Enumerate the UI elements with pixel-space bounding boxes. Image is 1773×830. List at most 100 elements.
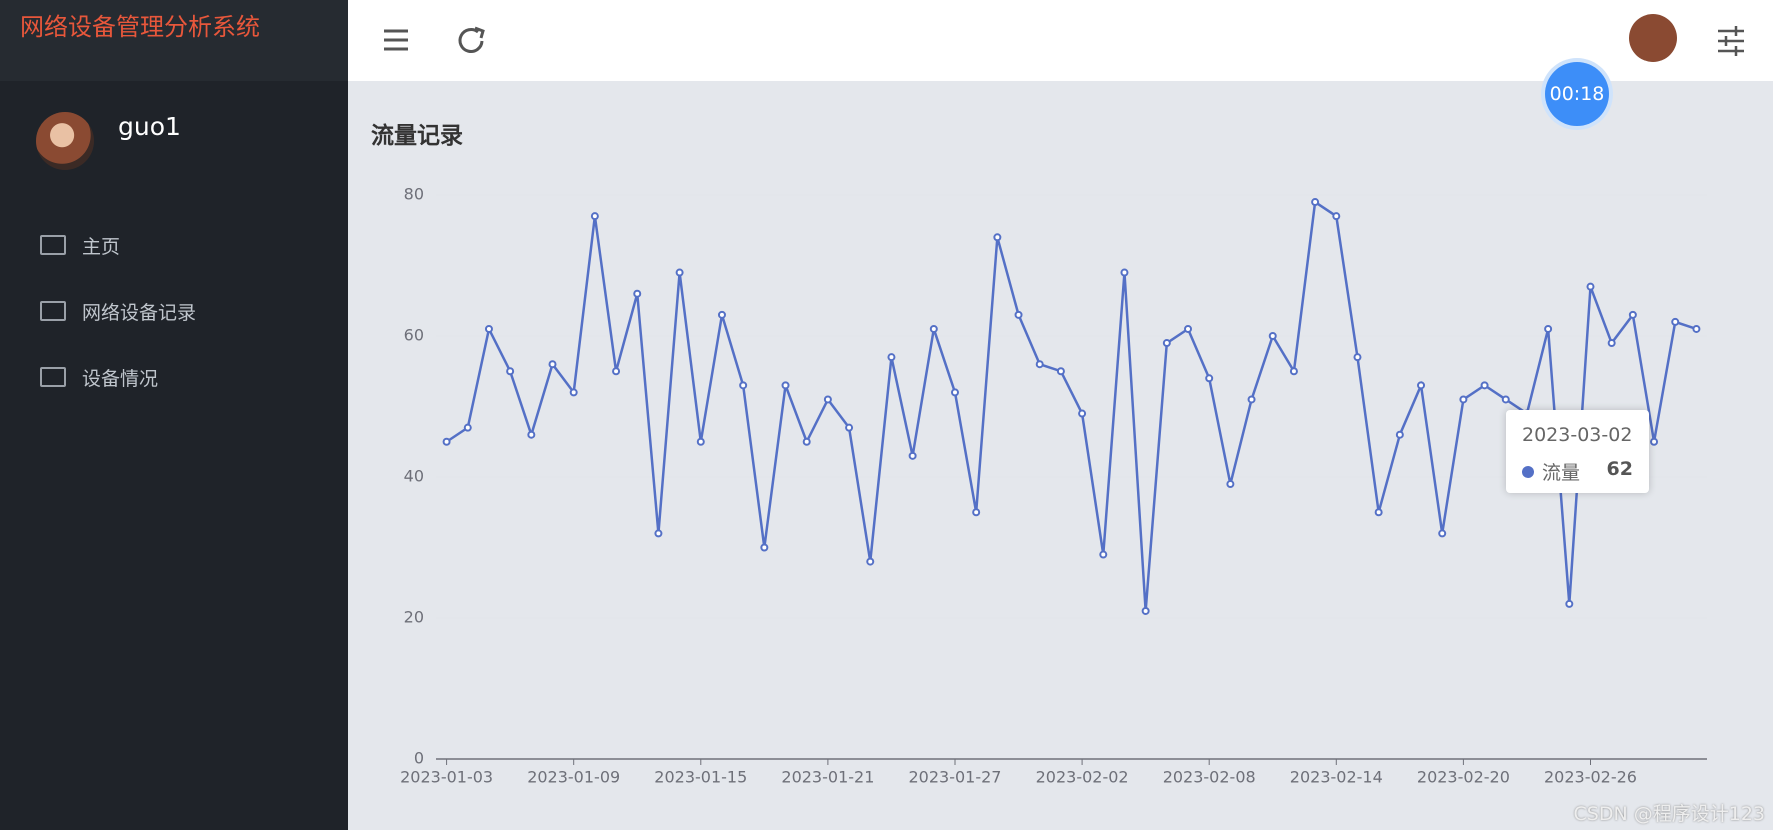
menu-label[interactable]: 网络设备记录: [82, 301, 197, 324]
y-tick-label: 20: [404, 608, 424, 627]
point: [1078, 409, 1087, 418]
point: [1099, 550, 1108, 559]
x-tick-label: 2023-02-14: [1290, 768, 1383, 787]
point: [1226, 480, 1235, 489]
point: [1459, 395, 1468, 404]
point: [442, 437, 451, 446]
x-tick-label: 2023-01-09: [527, 768, 620, 787]
menu-toggle[interactable]: [384, 29, 408, 51]
settings[interactable]: [1718, 26, 1744, 56]
x-tick-label: 2023-02-08: [1163, 768, 1256, 787]
tooltip-title: 2023-03-02: [1522, 424, 1633, 446]
point: [1353, 353, 1362, 362]
point: [612, 367, 621, 376]
point: [1014, 310, 1023, 319]
point: [1141, 606, 1150, 615]
y-tick-label: 40: [404, 467, 424, 486]
point: [1035, 360, 1044, 369]
x-tick-label: 2023-02-20: [1417, 768, 1510, 787]
point: [506, 367, 515, 376]
refresh[interactable]: [458, 28, 484, 53]
menu-item[interactable]: 网络设备记录: [40, 278, 196, 344]
point: [654, 529, 663, 538]
y-tick-label: 60: [404, 326, 424, 345]
point: [823, 395, 832, 404]
point: [760, 543, 769, 552]
point: [675, 268, 684, 277]
point: [484, 324, 493, 333]
point: [1268, 332, 1277, 340]
line: [445, 199, 1697, 612]
y-tick-label: 0: [414, 749, 424, 768]
tooltip: 2023-03-02 流量 62: [1506, 410, 1649, 493]
point: [696, 437, 705, 446]
point: [1480, 381, 1489, 390]
header: [348, 0, 1773, 81]
tooltip-value: 62: [1606, 458, 1633, 480]
x-tick-label: 2023-02-02: [1036, 768, 1129, 787]
point: [1586, 282, 1595, 291]
timer[interactable]: 00:18: [1545, 62, 1609, 126]
point: [1289, 367, 1298, 376]
point: [1120, 268, 1129, 277]
point: [1607, 339, 1616, 348]
point: [1247, 395, 1256, 404]
point: [463, 423, 472, 432]
menu-item[interactable]: 设备情况: [40, 344, 196, 410]
point: [1501, 395, 1510, 404]
menu-label[interactable]: 设备情况: [82, 367, 159, 390]
menu-item[interactable]: 主页: [40, 212, 196, 278]
point: [972, 508, 981, 517]
app-title: 网络设备管理分析系统: [0, 0, 348, 81]
x-tick-label: 2023-02-26: [1544, 768, 1637, 787]
x-tick-label: 2023-01-27: [908, 768, 1001, 787]
point: [908, 451, 917, 460]
tooltip-series: 流量: [1542, 462, 1581, 484]
point: [929, 324, 938, 333]
point: [1162, 339, 1171, 348]
watermark: CSDN @程序设计123: [1573, 803, 1765, 825]
sidebar: 网络设备管理分析系统 guo1 主页 网络设备记录 设备情况: [0, 0, 348, 830]
x-tick-label: 2023-01-15: [654, 768, 747, 787]
menu: 主页 网络设备记录 设备情况: [40, 212, 196, 410]
point: [1332, 212, 1341, 221]
point: [569, 388, 578, 397]
point: [1395, 430, 1404, 439]
point: [717, 310, 726, 319]
point: [1671, 317, 1680, 326]
username: guo1: [118, 112, 181, 141]
page-title: 流量记录: [371, 123, 463, 149]
point: [590, 212, 599, 221]
point: [1374, 508, 1383, 517]
point: [1628, 310, 1637, 319]
point: [950, 388, 959, 397]
point: [781, 381, 790, 390]
point: [845, 423, 854, 432]
point: [1417, 381, 1426, 390]
point: [1565, 599, 1574, 608]
x-tick-label: 2023-01-03: [400, 768, 493, 787]
avatar: [36, 112, 94, 170]
header-icons: [384, 14, 1744, 62]
menu-label[interactable]: 主页: [82, 235, 121, 258]
point: [1311, 198, 1320, 207]
point: [887, 353, 896, 362]
avatar[interactable]: [1629, 14, 1677, 62]
point: [1056, 367, 1065, 376]
y-tick-label: 80: [404, 185, 424, 204]
point: [633, 289, 642, 298]
point: [1650, 437, 1659, 446]
point: [1692, 324, 1701, 333]
x-tick-label: 2023-01-21: [781, 768, 874, 787]
point: [993, 233, 1002, 242]
point: [1205, 374, 1214, 383]
point: [866, 557, 875, 566]
point: [802, 437, 811, 446]
point: [527, 430, 536, 439]
tooltip-row: 流量: [1522, 458, 1580, 485]
point: [739, 381, 748, 390]
point: [1544, 324, 1553, 333]
point: [1184, 324, 1193, 333]
